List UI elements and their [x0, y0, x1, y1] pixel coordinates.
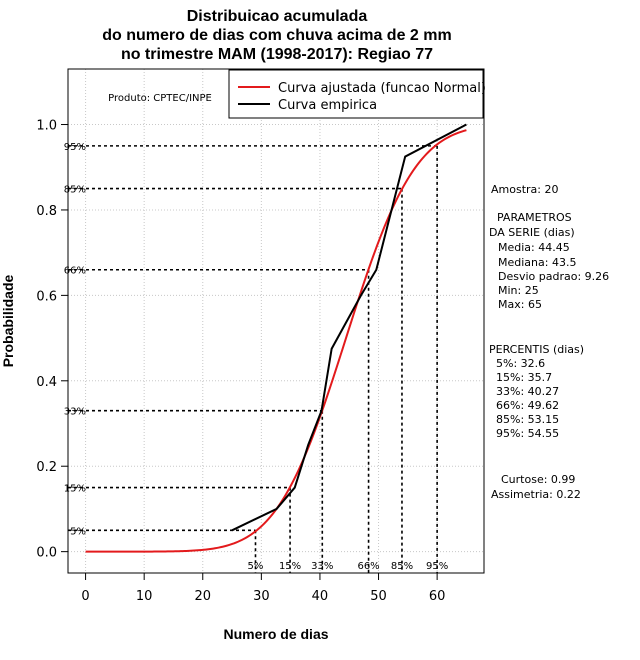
chart-title-line-2: do numero de dias com chuva acima de 2 m… [102, 27, 451, 44]
y-tick-label-3: 0.6 [36, 289, 57, 304]
percentile-labels: 5% 5% 15% 15% 33% 33% 66% 66% 85% 85% 95% 95% [64, 142, 448, 572]
percentil-5: 5%: 32.6 [496, 357, 545, 370]
x-tick-label-60: 60 [429, 589, 446, 604]
legend: Curva ajustada (funcao Normal) Curva emp… [228, 69, 486, 119]
percentil-33: 33%: 40.27 [496, 385, 559, 398]
parametros-subtitle: DA SERIE (dias) [489, 226, 575, 239]
percentile-x-label-66: 66% [357, 561, 379, 572]
chart-title-line-1: Distribuicao acumulada [187, 8, 368, 25]
percentile-x-label-15: 15% [279, 561, 301, 572]
empirical-curve [231, 123, 467, 532]
percentile-y-label-15: 15% [64, 484, 86, 495]
y-tick-label-5: 1.0 [36, 119, 57, 134]
curtose-text: Curtose: 0.99 [501, 473, 575, 486]
param-max: Max: 65 [498, 298, 542, 311]
param-mediana: Mediana: 43.5 [498, 256, 576, 269]
plot-frame [67, 68, 485, 574]
percentis-title: PERCENTIS (dias) [489, 343, 584, 356]
x-axis-title: Numero de dias [223, 626, 328, 642]
param-media: Media: 44.45 [498, 241, 570, 254]
y-tick-label-2: 0.4 [36, 375, 57, 390]
x-tick-label-40: 40 [312, 589, 329, 604]
x-tick-label-0: 0 [81, 589, 89, 604]
percentile-x-label-85: 85% [391, 561, 413, 572]
fitted-normal-curve [85, 129, 467, 553]
percentil-15: 15%: 35.7 [496, 371, 552, 384]
percentile-y-label-95: 95% [64, 142, 86, 153]
x-tick-label-50: 50 [370, 589, 387, 604]
assimetria-text: Assimetria: 0.22 [491, 488, 581, 501]
percentile-x-label-33: 33% [311, 561, 333, 572]
param-min: Min: 25 [498, 284, 539, 297]
percentil-95: 95%: 54.55 [496, 427, 559, 440]
amostra-text: Amostra: 20 [491, 183, 558, 196]
x-tick-label-10: 10 [136, 589, 153, 604]
percentile-y-label-33: 33% [64, 407, 86, 418]
side-panel: Amostra: 20 PARAMETROS DA SERIE (dias) M… [489, 183, 609, 501]
percentil-85: 85%: 53.15 [496, 413, 559, 426]
legend-label-empirical: Curva empirica [278, 98, 377, 113]
legend-label-fitted: Curva ajustada (funcao Normal) [278, 81, 486, 96]
x-axis: 0 10 20 30 40 50 60 [81, 573, 445, 604]
x-tick-label-20: 20 [194, 589, 211, 604]
percentile-y-label-5: 5% [70, 526, 86, 537]
y-axis: 0.0 0.2 0.4 0.6 0.8 1.0 [36, 119, 68, 561]
y-tick-label-0: 0.0 [36, 546, 57, 561]
percentile-guide-lines [68, 145, 438, 573]
percentile-x-label-5: 5% [248, 561, 264, 572]
percentile-y-label-85: 85% [64, 185, 86, 196]
x-tick-label-30: 30 [253, 589, 270, 604]
param-desvio: Desvio padrao: 9.26 [498, 270, 609, 283]
percentile-y-label-66: 66% [64, 266, 86, 277]
produto-label: Produto: CPTEC/INPE [108, 93, 212, 104]
percentile-x-label-95: 95% [426, 561, 448, 572]
y-tick-label-1: 0.2 [36, 460, 57, 475]
grid-lines [68, 69, 484, 573]
chart-title-line-3: no trimestre MAM (1998-2017): Regiao 77 [121, 46, 433, 63]
y-axis-title: Probabilidade [0, 275, 16, 368]
y-tick-label-4: 0.8 [36, 204, 57, 219]
percentil-66: 66%: 49.62 [496, 399, 559, 412]
parametros-title: PARAMETROS [497, 211, 572, 224]
legend-box [228, 69, 484, 119]
